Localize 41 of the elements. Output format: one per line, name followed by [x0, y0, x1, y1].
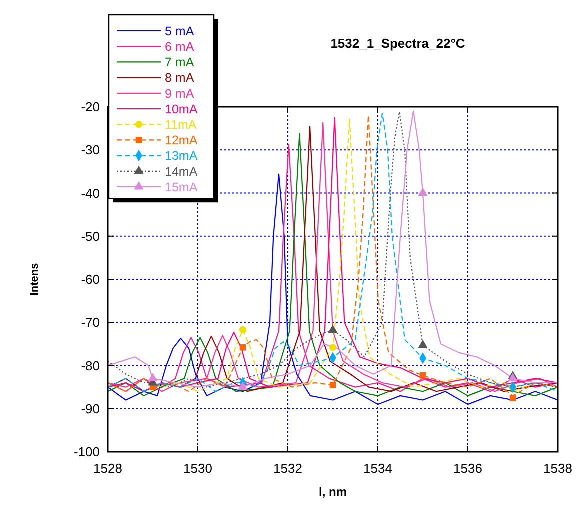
point	[418, 340, 428, 348]
x-tick-label: 1534	[364, 461, 392, 476]
y-tick-label: -100	[74, 444, 100, 460]
x-tick-label: 1538	[544, 461, 572, 476]
y-tick-label: -90	[81, 401, 100, 416]
legend-label: 11mA	[165, 118, 198, 132]
y-tick-label: -30	[81, 142, 100, 158]
legend-label: 9 mA	[165, 86, 195, 101]
x-tick-label: 1532	[274, 461, 302, 476]
point	[330, 382, 336, 388]
y-tick-label: -60	[81, 272, 100, 288]
point	[238, 382, 248, 390]
x-tick-label: 1528	[94, 461, 122, 476]
legend-label: 7 mA	[165, 56, 195, 70]
point	[239, 326, 247, 334]
point	[508, 373, 518, 382]
x-axis-title: l, nm	[318, 485, 348, 499]
y-tick-label: -20	[81, 100, 100, 115]
point	[418, 188, 428, 196]
point	[148, 373, 158, 382]
legend-label: 6 mA	[165, 40, 195, 54]
y-tick-label: -80	[81, 358, 100, 374]
legend-label: 5 mA	[165, 24, 195, 38]
y-tick-label: -70	[81, 315, 100, 330]
legend-label: 8 mA	[165, 71, 195, 86]
chart-title: 1532_1_Spectra_22°C	[330, 36, 466, 51]
legend-label: 12mA	[165, 134, 198, 148]
legend-label: 10mA	[165, 102, 198, 116]
point	[240, 344, 246, 351]
legend-label: 15mA	[165, 180, 198, 194]
point	[329, 344, 337, 352]
y-tick-label: -50	[81, 228, 100, 244]
x-tick-label: 1530	[184, 461, 212, 476]
x-tick-label: 1536	[454, 461, 482, 476]
legend-label: 14mA	[165, 164, 198, 179]
point	[328, 324, 338, 334]
point	[420, 372, 426, 379]
point	[510, 394, 516, 402]
y-tick-label: -40	[81, 186, 100, 201]
legend-label: 13mA	[165, 149, 198, 164]
y-axis-title: Intens	[29, 263, 41, 296]
